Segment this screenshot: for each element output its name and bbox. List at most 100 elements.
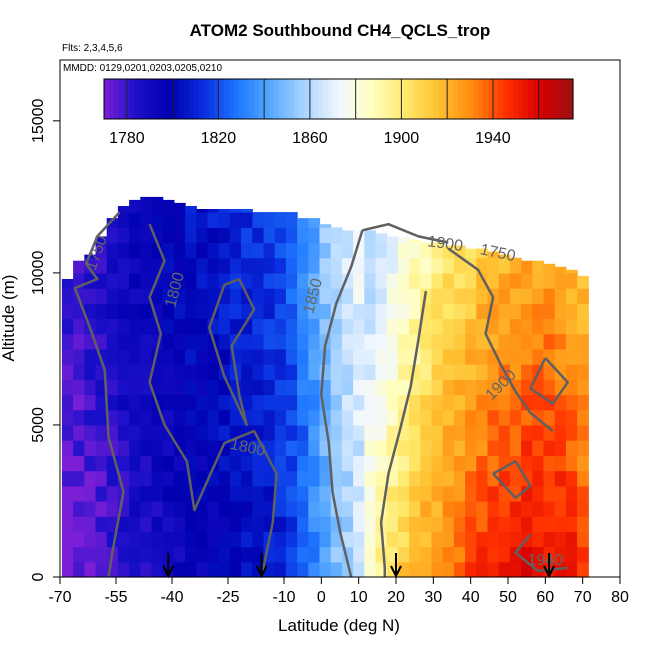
dates-label: MMDD: 0129,0201,0203,0205,0210 bbox=[63, 63, 222, 74]
heat-cell bbox=[274, 333, 287, 350]
heat-cell bbox=[442, 546, 455, 563]
heat-cell bbox=[565, 288, 578, 304]
heat-cell bbox=[330, 546, 343, 563]
heat-cell bbox=[353, 424, 365, 441]
heat-cell bbox=[543, 303, 556, 320]
heat-cell bbox=[162, 531, 175, 548]
heat-cell bbox=[117, 333, 130, 350]
heat-cell bbox=[476, 333, 489, 350]
heat-cell bbox=[229, 318, 242, 335]
heat-cell bbox=[185, 379, 197, 396]
colorbar-swatch bbox=[313, 79, 320, 119]
heat-cell bbox=[386, 303, 399, 320]
heat-cell bbox=[375, 318, 388, 335]
heat-cell bbox=[330, 409, 343, 426]
heat-cell bbox=[140, 364, 153, 380]
heat-cell bbox=[285, 379, 298, 396]
colorbar-swatch bbox=[408, 79, 414, 119]
heat-cell bbox=[498, 409, 511, 426]
heat-cell bbox=[106, 318, 119, 335]
colorbar-swatch bbox=[318, 79, 325, 119]
heat-cell bbox=[330, 242, 343, 259]
colorbar-swatch bbox=[208, 79, 215, 119]
heat-cell bbox=[509, 470, 522, 487]
colorbar-swatch bbox=[158, 79, 165, 119]
heat-cell bbox=[173, 561, 186, 578]
heat-cell bbox=[207, 485, 220, 502]
heat-cell bbox=[196, 288, 209, 304]
heat-cell bbox=[106, 242, 119, 259]
heat-cell bbox=[521, 561, 533, 578]
heat-cell bbox=[521, 455, 533, 472]
heat-cell bbox=[498, 254, 511, 259]
heat-cell bbox=[397, 470, 410, 487]
colorbar-swatch bbox=[338, 79, 345, 119]
heat-cell bbox=[465, 485, 477, 502]
heat-cell bbox=[73, 260, 85, 274]
heat-cell bbox=[95, 303, 108, 320]
heat-cell bbox=[442, 318, 455, 335]
heat-cell bbox=[151, 485, 164, 502]
heat-cell bbox=[185, 288, 197, 304]
heat-cell bbox=[252, 348, 265, 365]
heat-cell bbox=[252, 501, 265, 517]
heat-cell bbox=[565, 470, 578, 487]
colorbar-swatch bbox=[238, 79, 245, 119]
heat-cell bbox=[308, 242, 321, 259]
colorbar-swatch bbox=[293, 79, 300, 119]
heat-cell bbox=[207, 561, 220, 578]
colorbar-swatch bbox=[433, 79, 439, 119]
heat-cell bbox=[565, 561, 578, 578]
heat-cell bbox=[353, 394, 365, 411]
heat-cell bbox=[241, 546, 253, 563]
heat-cell bbox=[397, 546, 410, 563]
heat-cell bbox=[207, 257, 220, 274]
heat-cell bbox=[297, 364, 309, 380]
heat-cell bbox=[297, 531, 309, 548]
heat-cell bbox=[252, 212, 265, 228]
heat-cell bbox=[509, 318, 522, 335]
heat-cell bbox=[397, 531, 410, 548]
heat-cell bbox=[140, 516, 153, 532]
heat-cell bbox=[386, 440, 399, 456]
colorbar-swatch bbox=[438, 79, 444, 119]
heat-cell bbox=[84, 455, 97, 472]
heat-cell bbox=[129, 455, 141, 472]
arrow-head bbox=[543, 565, 555, 579]
heat-cell bbox=[106, 379, 119, 396]
heat-cell bbox=[308, 561, 321, 578]
colorbar-swatch bbox=[143, 79, 150, 119]
heat-cell bbox=[95, 501, 108, 517]
heat-cell bbox=[252, 394, 265, 411]
heat-cell bbox=[106, 561, 119, 578]
contour-line bbox=[73, 211, 125, 578]
heat-cell bbox=[341, 364, 354, 380]
heat-cell bbox=[140, 485, 153, 502]
heat-cell bbox=[129, 318, 141, 335]
heat-cell bbox=[162, 257, 175, 274]
heat-cell bbox=[185, 409, 197, 426]
heat-cell bbox=[185, 531, 197, 548]
x-tick-label: 50 bbox=[499, 589, 517, 606]
heat-cell bbox=[319, 531, 332, 548]
heat-cell bbox=[431, 485, 444, 502]
heat-cell bbox=[241, 227, 253, 244]
heat-cell bbox=[285, 440, 298, 456]
heat-cell bbox=[263, 288, 276, 304]
heat-cell bbox=[285, 546, 298, 563]
heat-cell bbox=[274, 303, 287, 320]
heat-cell bbox=[207, 470, 220, 487]
contour-line bbox=[362, 222, 449, 244]
heat-cell bbox=[577, 333, 589, 350]
heat-cell bbox=[263, 455, 276, 472]
heat-cell bbox=[173, 546, 186, 563]
heat-cell bbox=[162, 394, 175, 411]
heat-cell bbox=[297, 318, 309, 335]
heat-cell bbox=[218, 272, 231, 289]
heat-cell bbox=[409, 288, 421, 304]
heat-cell bbox=[73, 394, 85, 411]
heat-cell bbox=[252, 516, 265, 532]
heat-cell bbox=[252, 288, 265, 304]
colorbar-swatch bbox=[418, 79, 424, 119]
heat-cell bbox=[84, 516, 97, 532]
